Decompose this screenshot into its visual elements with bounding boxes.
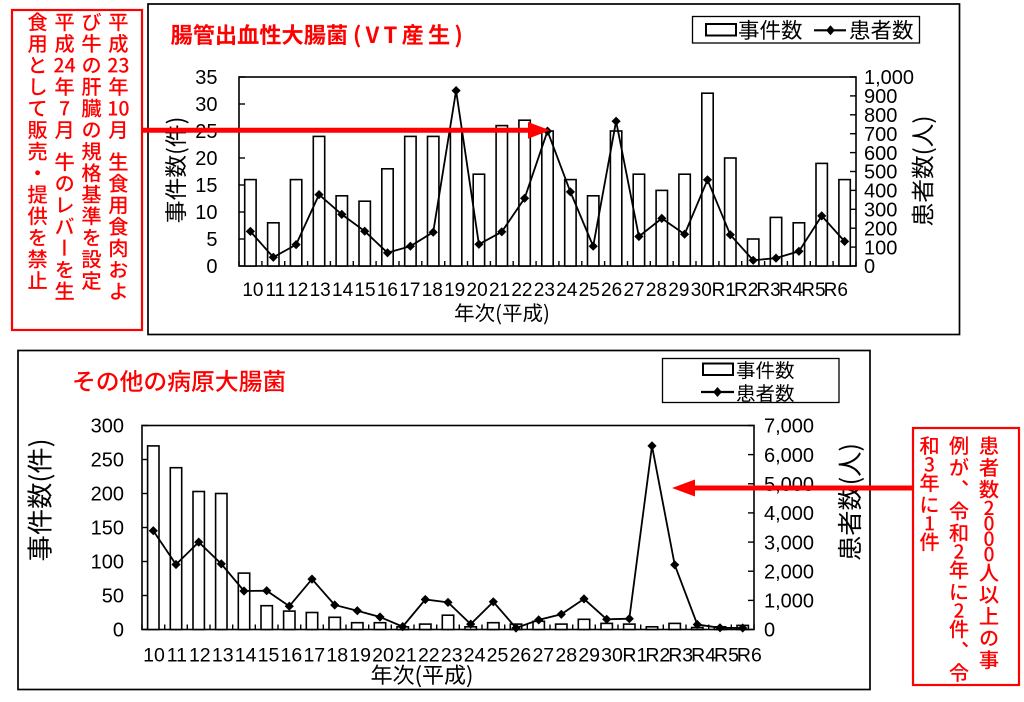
svg-text:5: 5 (206, 229, 217, 251)
svg-text:100: 100 (91, 552, 124, 574)
svg-text:R4: R4 (691, 645, 716, 667)
svg-text:R5: R5 (714, 645, 739, 667)
svg-text:24: 24 (556, 280, 578, 301)
svg-text:700: 700 (864, 124, 897, 146)
svg-text:800: 800 (864, 105, 897, 127)
svg-text:27: 27 (623, 280, 644, 301)
svg-text:0: 0 (764, 620, 775, 642)
svg-text:20: 20 (467, 280, 488, 301)
svg-text:29: 29 (668, 280, 689, 301)
svg-text:21: 21 (489, 280, 510, 301)
svg-text:R3: R3 (668, 645, 693, 667)
svg-text:23: 23 (534, 280, 555, 301)
svg-text:10: 10 (242, 280, 263, 301)
svg-text:13: 13 (310, 280, 331, 301)
svg-text:16: 16 (377, 280, 398, 301)
svg-text:400: 400 (864, 181, 897, 203)
svg-text:500: 500 (864, 162, 897, 184)
svg-text:R3: R3 (756, 280, 780, 301)
svg-text:27: 27 (532, 645, 554, 667)
svg-text:R1: R1 (622, 645, 647, 667)
svg-text:25: 25 (487, 645, 509, 667)
svg-text:11: 11 (265, 280, 285, 301)
svg-text:R4: R4 (779, 280, 804, 301)
svg-text:30: 30 (195, 94, 217, 116)
svg-text:18: 18 (326, 645, 348, 667)
svg-text:12: 12 (287, 280, 308, 301)
svg-text:1,000: 1,000 (864, 67, 914, 89)
svg-text:7,000: 7,000 (764, 416, 814, 438)
svg-text:R1: R1 (712, 280, 736, 301)
svg-text:15: 15 (195, 175, 217, 197)
svg-text:600: 600 (864, 143, 897, 165)
svg-text:20: 20 (372, 645, 394, 667)
svg-text:16: 16 (281, 645, 303, 667)
svg-text:29: 29 (578, 645, 600, 667)
svg-text:19: 19 (349, 645, 371, 667)
svg-text:22: 22 (511, 280, 532, 301)
svg-text:26: 26 (601, 280, 622, 301)
svg-text:200: 200 (91, 484, 124, 506)
svg-text:900: 900 (864, 86, 897, 108)
svg-text:R2: R2 (645, 645, 670, 667)
svg-text:300: 300 (864, 200, 897, 222)
svg-text:15: 15 (258, 645, 280, 667)
svg-text:20: 20 (195, 148, 217, 170)
svg-text:300: 300 (91, 416, 124, 438)
svg-text:22: 22 (418, 645, 440, 667)
svg-text:17: 17 (399, 280, 420, 301)
svg-text:10: 10 (195, 202, 217, 224)
svg-text:28: 28 (555, 645, 577, 667)
svg-text:11: 11 (167, 645, 187, 667)
svg-text:4,000: 4,000 (764, 503, 814, 525)
svg-text:14: 14 (332, 280, 354, 301)
svg-text:0: 0 (864, 256, 875, 278)
svg-text:13: 13 (212, 645, 234, 667)
svg-text:100: 100 (864, 237, 897, 259)
svg-text:1,000: 1,000 (764, 591, 814, 613)
svg-text:6,000: 6,000 (764, 445, 814, 467)
svg-text:0: 0 (206, 256, 217, 278)
svg-text:19: 19 (444, 280, 465, 301)
svg-text:35: 35 (195, 67, 217, 89)
svg-text:18: 18 (422, 280, 443, 301)
svg-text:200: 200 (864, 218, 897, 240)
svg-text:R6: R6 (824, 280, 848, 301)
svg-text:24: 24 (464, 645, 486, 667)
svg-text:150: 150 (91, 518, 124, 540)
svg-text:0: 0 (113, 620, 124, 642)
svg-text:250: 250 (91, 450, 124, 472)
svg-text:R2: R2 (734, 280, 758, 301)
svg-text:10: 10 (143, 645, 165, 667)
svg-text:12: 12 (189, 645, 211, 667)
svg-text:5,000: 5,000 (764, 474, 814, 496)
svg-text:17: 17 (303, 645, 325, 667)
svg-text:R5: R5 (801, 280, 825, 301)
svg-text:14: 14 (235, 645, 257, 667)
svg-text:26: 26 (510, 645, 532, 667)
svg-text:30: 30 (691, 280, 712, 301)
svg-text:50: 50 (102, 586, 124, 608)
svg-text:25: 25 (579, 280, 600, 301)
svg-text:3,000: 3,000 (764, 532, 814, 554)
svg-text:23: 23 (441, 645, 463, 667)
svg-text:R6: R6 (737, 645, 762, 667)
svg-text:21: 21 (395, 645, 417, 667)
svg-text:30: 30 (601, 645, 623, 667)
svg-text:15: 15 (354, 280, 375, 301)
svg-text:28: 28 (646, 280, 667, 301)
svg-text:2,000: 2,000 (764, 561, 814, 583)
